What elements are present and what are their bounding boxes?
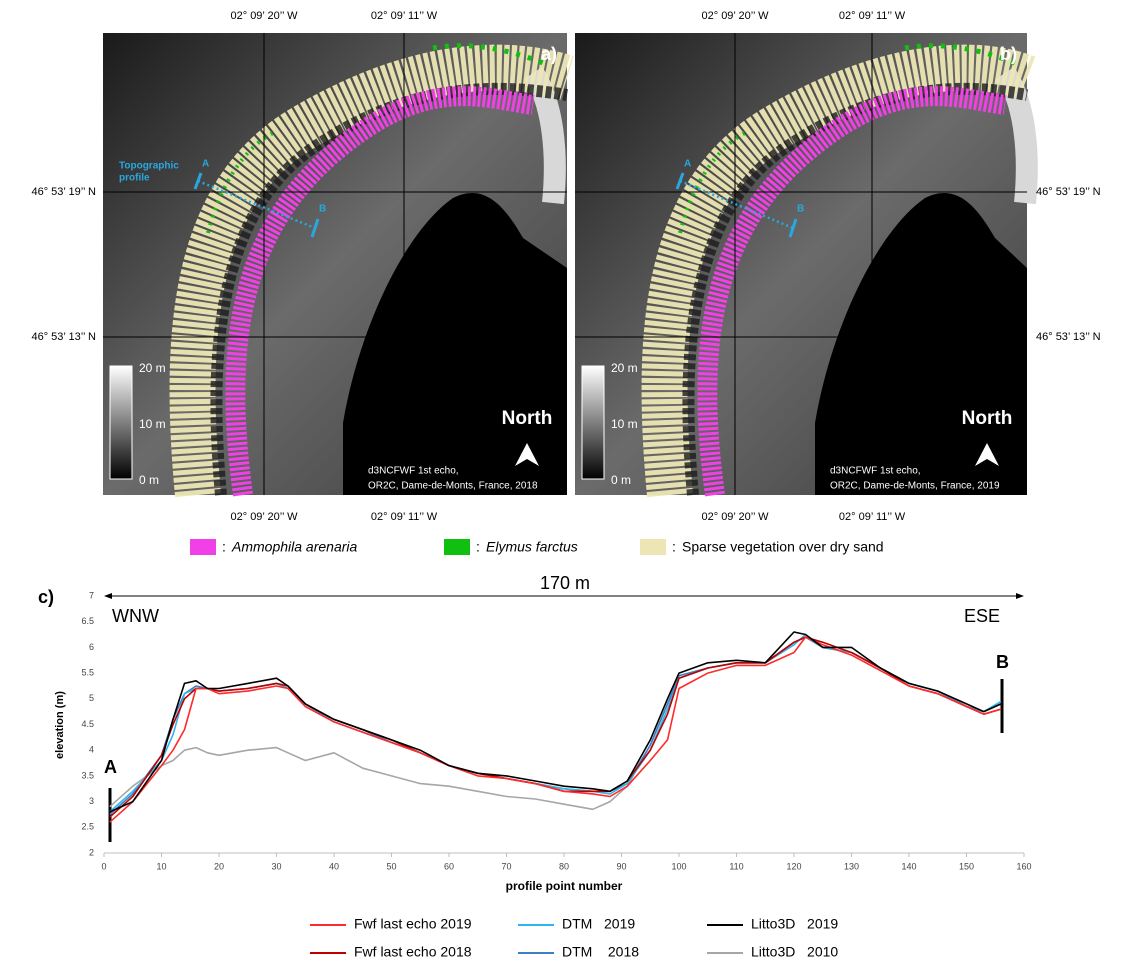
profile-point: A — [684, 159, 691, 170]
longitude-label: 02° 09’ 11’’ W — [371, 511, 438, 523]
elevation-scale — [582, 366, 604, 479]
x-tick-label: 80 — [559, 861, 569, 871]
profile-point: A — [202, 159, 209, 170]
y-axis-title: elevation (m) — [54, 691, 66, 759]
legend-label: Ammophila arenaria — [231, 539, 357, 555]
x-tick-label: 70 — [501, 861, 511, 871]
scale-label: 10 m — [139, 417, 166, 431]
x-tick-label: 130 — [844, 861, 859, 871]
legend-separator: : — [672, 539, 676, 555]
elevation-scale — [110, 366, 132, 479]
x-tick-label: 60 — [444, 861, 454, 871]
x-tick-label: 90 — [616, 861, 626, 871]
x-tick-label: 100 — [671, 861, 686, 871]
longitude-label: 02° 09’ 20’’ W — [231, 10, 299, 22]
longitude-label: 02° 09’ 11’’ W — [371, 10, 438, 22]
x-tick-label: 160 — [1016, 861, 1031, 871]
longitude-label: 02° 09’ 20’’ W — [231, 511, 299, 523]
y-tick-label: 5.5 — [81, 667, 94, 677]
x-tick-label: 140 — [901, 861, 916, 871]
latitude-label: 46° 53’ 13’’ N — [1036, 331, 1101, 343]
y-tick-label: 4.5 — [81, 719, 94, 729]
y-tick-label: 2 — [89, 847, 94, 857]
x-tick-label: 120 — [786, 861, 801, 871]
x-tick-label: 0 — [101, 861, 106, 871]
profile-end-label: B — [996, 652, 1009, 672]
longitude-label: 02° 09’ 20’’ W — [702, 511, 770, 523]
map-panel: b) A B 20 m 10 m 0 m North d3NCFWF 1st echo, OR2… — [575, 33, 1027, 495]
scale-label: 20 m — [139, 361, 166, 375]
scale-label: 10 m — [611, 417, 638, 431]
y-tick-label: 7 — [89, 590, 94, 600]
legend-swatch — [640, 539, 666, 555]
distance-label: 170 m — [540, 573, 590, 593]
direction-label: WNW — [112, 606, 159, 626]
legend-label: DTM 2018 — [562, 944, 639, 960]
y-tick-label: 3.5 — [81, 770, 94, 780]
longitude-label: 02° 09’ 11’’ W — [839, 10, 906, 22]
y-tick-label: 6.5 — [81, 616, 94, 626]
figure: a)ABTopographicprofile20 m10 m0 mNorthd3… — [0, 0, 1129, 966]
arrow-head — [1016, 593, 1024, 599]
map-credit: d3NCFWF 1st echo, — [368, 466, 459, 477]
x-tick-label: 110 — [729, 861, 743, 871]
north-label: North — [962, 408, 1013, 429]
legend-label: Litto3D 2010 — [751, 944, 838, 960]
x-tick-label: 50 — [386, 861, 396, 871]
latitude-label: 46° 53’ 13’’ N — [31, 331, 96, 343]
scale-label: 20 m — [611, 361, 638, 375]
page: a)ABTopographicprofile20 m10 m0 mNorthd3… — [0, 0, 1129, 966]
chart-label: c) — [38, 587, 54, 607]
scale-label: 0 m — [611, 473, 631, 487]
north-label: North — [502, 408, 553, 429]
legend-separator: : — [222, 539, 226, 555]
legend-swatch — [444, 539, 470, 555]
latitude-label: 46° 53’ 19’’ N — [31, 186, 96, 198]
y-tick-label: 6 — [89, 642, 94, 652]
map-credit: d3NCFWF 1st echo, — [830, 466, 921, 477]
series-line — [110, 632, 1001, 812]
legend-label: Litto3D 2019 — [751, 916, 838, 932]
scale-label: 0 m — [139, 473, 159, 487]
y-tick-label: 4 — [89, 745, 94, 755]
profile-point: B — [797, 204, 804, 215]
series-line — [110, 637, 1001, 822]
longitude-label: 02° 09’ 20’’ W — [702, 10, 770, 22]
profile-point: B — [319, 204, 326, 215]
legend-swatch — [190, 539, 216, 555]
x-tick-label: 30 — [271, 861, 281, 871]
direction-label: ESE — [964, 606, 1000, 626]
map-credit: OR2C, Dame-de-Monts, France, 2019 — [830, 481, 1000, 492]
y-tick-label: 3 — [89, 796, 94, 806]
x-axis-title: profile point number — [506, 879, 623, 893]
x-tick-label: 150 — [959, 861, 974, 871]
y-tick-label: 5 — [89, 693, 94, 703]
profile-label: Topographic — [119, 161, 179, 172]
legend-label: Sparse vegetation over dry sand — [682, 539, 884, 555]
x-tick-label: 40 — [329, 861, 339, 871]
latitude-label: 46° 53’ 19’’ N — [1036, 186, 1101, 198]
legend-label: Elymus farctus — [486, 539, 578, 555]
legend-separator: : — [476, 539, 480, 555]
profile-label: profile — [119, 173, 150, 184]
arrow-head — [104, 593, 112, 599]
panel-label: a) — [541, 44, 557, 64]
map-credit: OR2C, Dame-de-Monts, France, 2018 — [368, 481, 538, 492]
longitude-label: 02° 09’ 11’’ W — [839, 511, 906, 523]
x-tick-label: 10 — [156, 861, 166, 871]
profile-end-label: A — [104, 757, 117, 777]
legend-label: DTM 2019 — [562, 916, 635, 932]
y-tick-label: 2.5 — [81, 822, 94, 832]
legend-label: Fwf last echo 2019 — [354, 916, 472, 932]
x-tick-label: 20 — [214, 861, 224, 871]
legend-label: Fwf last echo 2018 — [354, 944, 472, 960]
panel-label: b) — [1000, 44, 1017, 64]
